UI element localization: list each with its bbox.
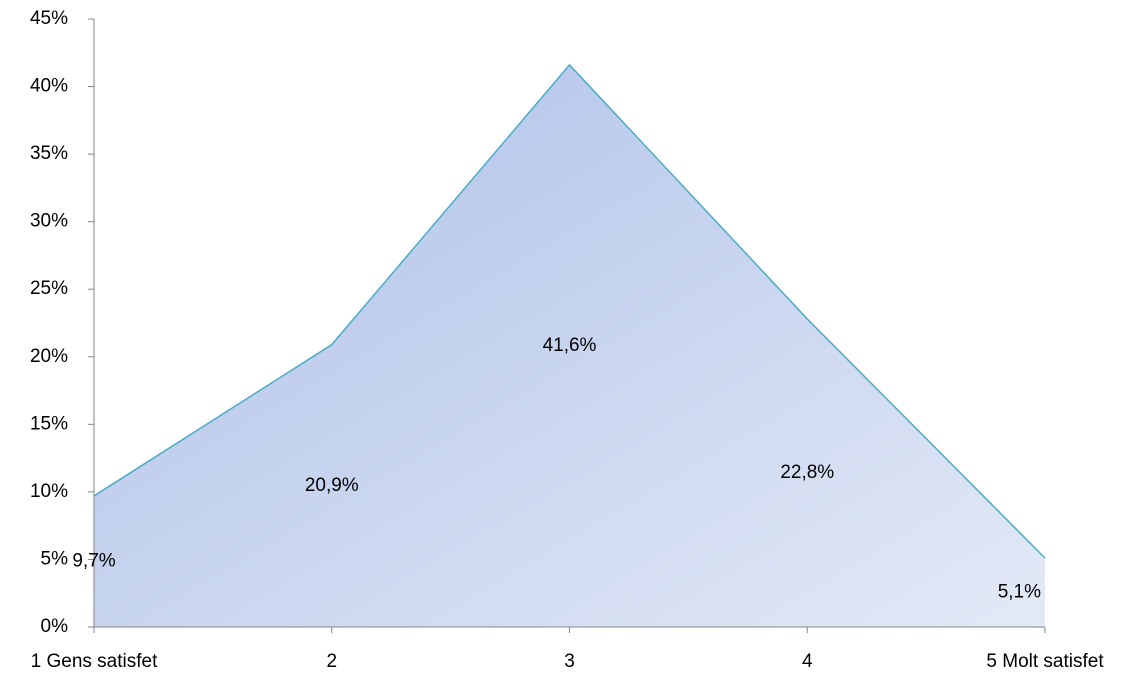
- area-fill: [94, 64, 1045, 628]
- x-tick-label: 5 Molt satisfet: [986, 651, 1104, 672]
- data-label: 5,1%: [998, 582, 1041, 603]
- area-line: [93, 63, 1046, 559]
- y-tick-label: 15%: [30, 413, 68, 434]
- y-tick-label: 40%: [30, 76, 68, 97]
- x-tick-label: 3: [564, 651, 575, 672]
- x-tick-label: 2: [326, 651, 337, 672]
- y-tick-label: 20%: [30, 346, 68, 367]
- x-tick-label: 1 Gens satisfet: [31, 651, 158, 672]
- data-label: 20,9%: [305, 475, 359, 496]
- y-tick-label: 5%: [41, 548, 69, 569]
- y-tick-label: 35%: [30, 143, 68, 164]
- y-tick-label: 10%: [30, 481, 68, 502]
- data-label: 41,6%: [543, 335, 597, 356]
- data-label: 22,8%: [780, 462, 834, 483]
- y-tick-label: 25%: [30, 278, 68, 299]
- y-tick-label: 0%: [41, 616, 69, 637]
- y-tick-label: 45%: [30, 8, 68, 29]
- x-tick-label: 4: [802, 651, 813, 672]
- y-tick-label: 30%: [30, 211, 68, 232]
- data-label: 9,7%: [72, 550, 115, 571]
